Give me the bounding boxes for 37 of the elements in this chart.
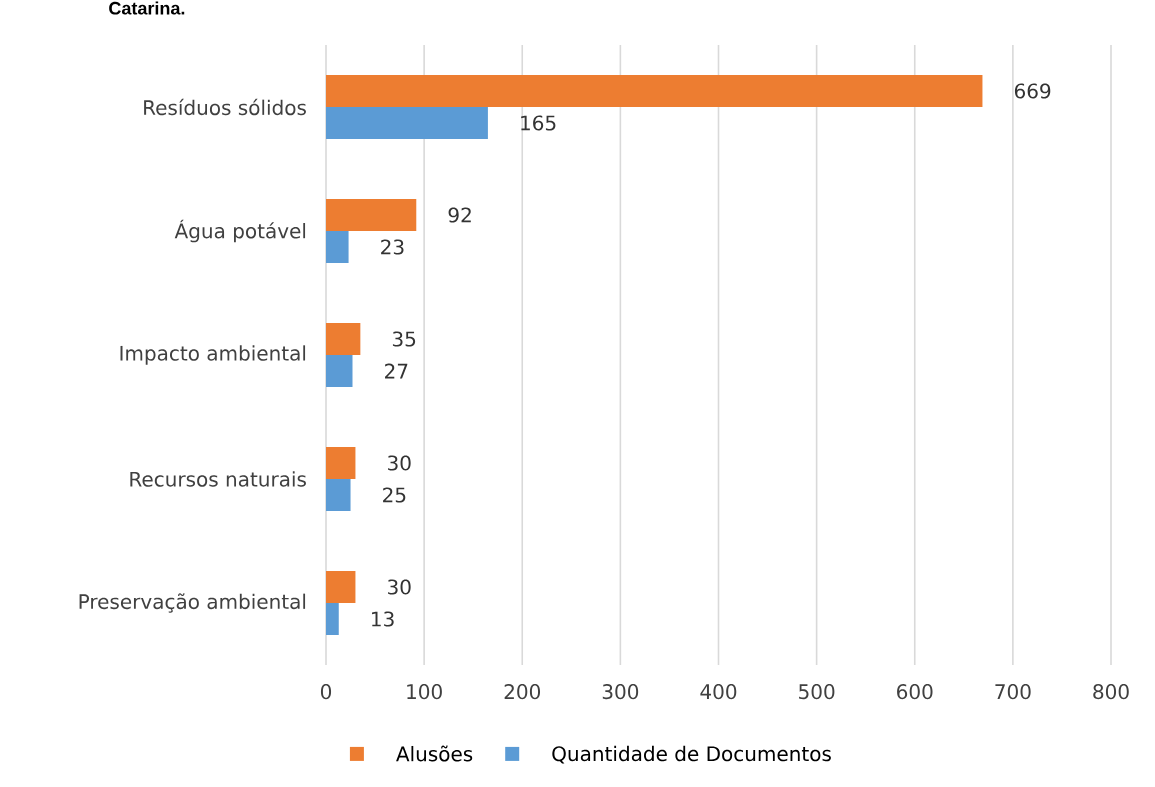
data-label: 669: [1014, 83, 1051, 99]
bar: [326, 75, 983, 107]
bar: [326, 355, 353, 388]
bar: [326, 479, 351, 511]
x-tick-label: 800: [1093, 684, 1129, 700]
data-label: 165: [521, 115, 556, 131]
text: Catarina.: [109, 1, 185, 15]
x-tick-label: 100: [407, 684, 442, 700]
data-label: 13: [372, 611, 394, 627]
x-tick-label: 600: [897, 684, 933, 700]
legend-label: Quantidade de Documentos: [552, 745, 831, 764]
bar: [326, 571, 356, 604]
x-tick-label: 400: [700, 684, 737, 700]
y-tick-label: Recursos naturais: [130, 471, 306, 487]
data-label: 23: [381, 239, 404, 255]
x-tick-label: 700: [995, 684, 1031, 700]
x-tick-label: 300: [602, 684, 639, 700]
y-tick-label: Impacto ambiental: [120, 345, 306, 365]
data-label: 30: [388, 455, 411, 471]
y-tick-label: Preservação ambiental: [79, 593, 306, 613]
bar: [326, 447, 356, 480]
bar: [326, 603, 339, 636]
bar: [326, 199, 417, 231]
x-tick-label: 500: [799, 684, 835, 700]
y-tick-label: Água potável: [174, 219, 306, 243]
bar: [326, 231, 349, 264]
x-tick-label: 200: [504, 684, 541, 700]
x-tick-label: 0: [320, 684, 332, 700]
data-label: 30: [388, 579, 411, 595]
data-label: 35: [392, 331, 416, 347]
data-label: 92: [448, 207, 471, 223]
bar: [326, 107, 488, 139]
legend-label: Alusões: [396, 745, 473, 762]
y-tick-label: Resíduos sólidos: [144, 98, 306, 116]
bar: [326, 323, 361, 356]
data-label: 25: [383, 487, 406, 503]
data-label: 27: [385, 363, 408, 379]
